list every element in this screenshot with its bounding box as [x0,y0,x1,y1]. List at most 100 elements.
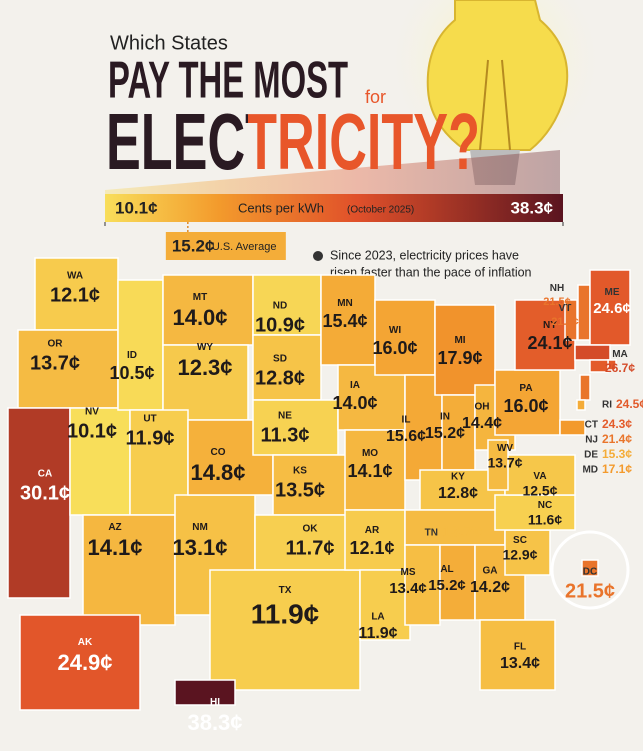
note-line: risen faster than the pace of inflation [330,265,532,279]
state [117,279,164,411]
state [576,399,586,411]
state-value: 11.7¢ [286,537,335,559]
legend-max-label: 38.3¢ [510,198,553,217]
state-value: 16.0¢ [503,396,548,416]
state-abbr: WY [197,342,213,353]
state [577,284,591,341]
state-value: 14.8¢ [190,460,245,485]
state-abbr: IL [402,414,411,425]
state-value: 12.3¢ [177,355,232,380]
state-value: 24.5¢ [616,397,643,411]
state-abbr: RI [602,400,612,411]
state [320,274,376,366]
state-abbr: AR [365,525,380,536]
state-value: 13.1¢ [172,535,227,560]
state [479,619,556,691]
state-value: 12.1¢ [349,538,394,558]
state-abbr: TX [279,585,292,596]
state [162,344,249,421]
state-abbr: MT [193,292,207,303]
state-value: 24.1¢ [527,333,572,353]
state [581,559,599,577]
state-value: 15.2¢ [428,577,466,594]
state-value: 21.5¢ [551,316,579,328]
state-value: 13.4¢ [389,580,427,597]
state-value: 14.0¢ [332,393,377,413]
state-value: 17.1¢ [602,462,632,476]
state [19,614,141,711]
state-abbr: NE [278,411,292,422]
state-value: 14.2¢ [470,579,510,596]
state-abbr: AZ [108,522,121,533]
state-value: 12.8¢ [255,367,305,389]
average-label: U.S. Average [212,241,277,253]
state-value: 11.9¢ [126,427,175,449]
state [337,364,406,431]
state-abbr: MS [401,567,416,578]
state-value: 12.9¢ [502,547,537,563]
state-abbr: WI [389,325,401,336]
state [69,407,131,516]
state [504,529,551,576]
state-abbr: DE [584,450,598,461]
state-abbr: IN [440,411,450,422]
title-big: ELECTRICITY? [106,97,480,186]
state [564,299,578,341]
state [487,439,509,491]
state-abbr: NV [85,407,99,418]
state-value: 12.5¢ [522,483,557,499]
state-abbr: MD [582,465,598,476]
state [374,299,436,376]
state [82,514,176,626]
legend-unit: Cents per kWh [238,200,324,215]
state-value: 11.3¢ [261,424,310,446]
state-abbr: OR [48,339,64,350]
state-abbr: CO [211,447,226,458]
state-value: 15.3¢ [602,447,632,461]
state-abbr: MI [454,335,465,346]
state-value: 11.9¢ [358,625,397,642]
state-abbr: PA [519,383,532,394]
state-value: 15.2¢ [425,425,465,442]
state-abbr: OK [303,524,319,535]
state-value: 13.7¢ [442,524,482,541]
state-abbr: VA [533,471,546,482]
state [589,359,609,373]
state-value: 13.7¢ [487,455,522,471]
map-labels: WA 12.1¢ OR 13.7¢ CA 30.1¢ NV 10.1¢ ID 10.5¢ MT 14.… [20,271,643,735]
inset-circle [550,530,630,610]
state-abbr: SD [273,354,287,365]
state-abbr: AL [440,564,453,575]
state [162,274,254,346]
state-value: 21.4¢ [602,432,632,446]
state-abbr: DC [583,567,597,578]
state-value: 14.4¢ [462,415,502,432]
state-abbr: GA [483,565,498,576]
state-value: 17.9¢ [437,348,482,368]
state-abbr: VT [559,303,572,314]
kicker: Which States [110,32,228,54]
state [404,544,441,626]
state-value: 30.1¢ [20,482,70,504]
state [252,274,322,336]
map-shapes [7,257,631,711]
state-value: 12.8¢ [438,485,478,502]
state-abbr: LA [371,611,384,622]
info-icon [313,251,323,261]
state-value: 15.4¢ [322,311,367,331]
state-value: 11.6¢ [528,512,562,528]
legend-scale [105,194,563,222]
state-value: 38.3¢ [187,710,242,735]
state [252,399,339,456]
state-abbr: TN [425,528,438,539]
state [17,329,119,409]
state-abbr: OH [475,401,490,412]
state-abbr: ME [605,287,620,298]
state-abbr: AK [78,637,93,648]
state-value: 15.6¢ [386,428,426,445]
state-value: 11.9¢ [251,598,320,629]
state-value: 21.5¢ [565,580,615,602]
state-abbr: HI [210,697,220,708]
state [254,514,361,571]
state-abbr: SC [513,535,527,546]
